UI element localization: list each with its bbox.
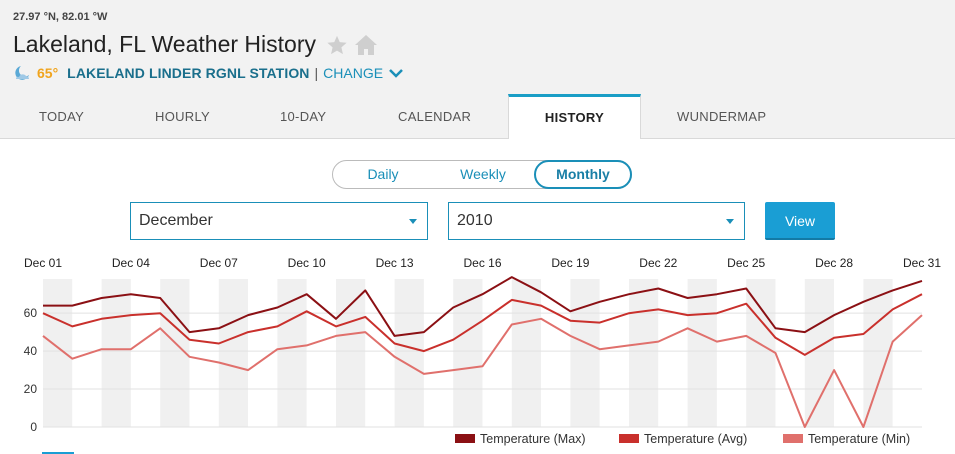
grid-band <box>834 279 864 427</box>
series-line-avg <box>42 293 923 356</box>
x-tick-label: Dec 16 <box>463 256 501 270</box>
x-tick-label: Dec 13 <box>376 256 414 270</box>
toggle-monthly[interactable]: Monthly <box>534 160 632 189</box>
home-icon[interactable] <box>354 34 378 56</box>
chevron-down-icon[interactable] <box>388 68 404 78</box>
page-title: Lakeland, FL Weather History <box>13 31 316 57</box>
x-tick-label: Dec 28 <box>815 256 853 270</box>
coordinates: 27.97 °N, 82.01 °W <box>13 11 108 23</box>
grid-band <box>892 279 922 427</box>
separator: | <box>314 65 319 81</box>
grid-band <box>482 279 512 427</box>
x-tick-label: Dec 19 <box>551 256 589 270</box>
legend-label: Temperature (Avg) <box>644 432 747 446</box>
caret-down-icon <box>409 219 417 224</box>
legend-label: Temperature (Max) <box>480 432 586 446</box>
grid-band <box>43 279 73 427</box>
grid-band <box>541 279 571 427</box>
grid-band <box>189 279 219 427</box>
toggle-weekly[interactable]: Weekly <box>460 166 506 182</box>
station-row: 65° LAKELAND LINDER RGNL STATION | CHANG… <box>13 64 404 82</box>
tab-history[interactable]: HISTORY <box>508 94 641 139</box>
grid-band <box>218 279 249 427</box>
year-select[interactable]: 2010 <box>448 202 745 240</box>
toggle-daily[interactable]: Daily <box>367 166 399 182</box>
y-tick-label: 0 <box>30 420 37 434</box>
history-content: Daily Weekly Monthly December 2010 View … <box>0 139 955 454</box>
star-icon[interactable] <box>326 34 348 56</box>
current-temperature: 65° <box>37 65 59 81</box>
grid-band <box>394 279 424 427</box>
series-line-min <box>42 314 923 428</box>
tab-wundermap[interactable]: WUNDERMAP <box>677 109 767 124</box>
x-tick-label: Dec 07 <box>200 256 238 270</box>
tab-hourly[interactable]: HOURLY <box>155 109 211 124</box>
grid-band <box>101 279 131 427</box>
grid-band <box>453 279 483 427</box>
y-tick-label: 40 <box>24 344 38 358</box>
series-line-max <box>43 276 923 337</box>
view-button[interactable]: View <box>765 202 835 240</box>
tab-bar: TODAY HOURLY 10-DAY CALENDAR HISTORY WUN… <box>0 94 955 139</box>
grid-band <box>570 279 600 427</box>
grid-band <box>746 279 776 427</box>
y-tick-label: 60 <box>24 306 38 320</box>
x-tick-label: Dec 31 <box>903 256 941 270</box>
temperature-chart: 0 20 40 60 Dec 01 Dec 04 Dec 07 Dec 10 Dec 13 Dec… <box>24 256 942 446</box>
title-row: Lakeland, FL Weather History <box>13 31 378 58</box>
scroll-indicator <box>42 452 74 454</box>
station-name[interactable]: LAKELAND LINDER RGNL STATION <box>67 65 310 81</box>
grid-band <box>306 279 336 427</box>
month-select[interactable]: December <box>130 202 428 240</box>
tab-calendar[interactable]: CALENDAR <box>398 109 472 124</box>
legend-swatch <box>455 434 475 443</box>
x-tick-label: Dec 04 <box>112 256 150 270</box>
grid-band <box>658 279 688 427</box>
grid-band <box>130 279 161 427</box>
grid-band <box>277 279 307 427</box>
page-header: 27.97 °N, 82.01 °W Lakeland, FL Weather … <box>0 0 955 94</box>
change-station-link[interactable]: CHANGE <box>323 65 384 81</box>
x-tick-label: Dec 10 <box>288 256 326 270</box>
grid-band <box>336 279 366 427</box>
grid-band <box>687 279 717 427</box>
grid-band <box>599 279 629 427</box>
tab-today[interactable]: TODAY <box>39 109 85 124</box>
x-tick-label: Dec 25 <box>727 256 765 270</box>
tab-10-day[interactable]: 10-DAY <box>280 109 327 124</box>
grid-band <box>716 279 747 427</box>
caret-down-icon <box>726 219 734 224</box>
moon-icon <box>15 66 29 80</box>
x-tick-label: Dec 22 <box>639 256 677 270</box>
legend-swatch <box>619 434 639 443</box>
y-tick-label: 20 <box>24 382 38 396</box>
legend-label: Temperature (Min) <box>808 432 910 446</box>
month-select-value: December <box>139 212 213 229</box>
legend-swatch <box>783 434 803 443</box>
period-toggle: Daily Weekly Monthly <box>332 160 632 189</box>
grid-band <box>629 279 659 427</box>
x-tick-label: Dec 01 <box>24 256 62 270</box>
year-select-value: 2010 <box>457 212 493 229</box>
grid-band <box>423 279 454 427</box>
